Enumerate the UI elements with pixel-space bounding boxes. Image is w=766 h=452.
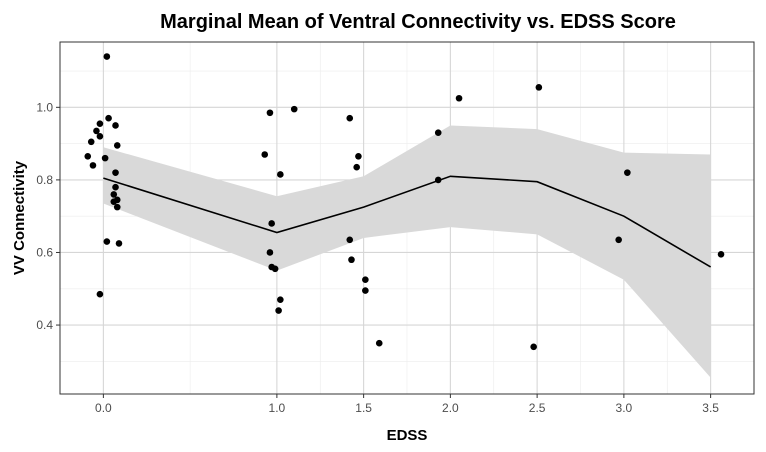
data-point	[103, 53, 111, 60]
data-point	[103, 238, 111, 245]
data-point	[89, 162, 97, 169]
data-point	[615, 236, 622, 244]
data-point	[535, 84, 543, 91]
y-axis-ticks: 0.4 0.6 0.8 1.0	[36, 100, 60, 332]
data-point	[530, 343, 537, 351]
y-tick-label: 0.4	[36, 318, 53, 332]
x-axis-title: EDSS	[387, 427, 428, 444]
data-point	[434, 176, 442, 184]
confidence-ribbon	[103, 125, 711, 378]
fit-line	[103, 175, 712, 268]
data-point	[112, 183, 119, 191]
data-point	[271, 265, 279, 273]
data-point	[268, 220, 275, 227]
x-tick-label: 2.0	[442, 401, 459, 415]
data-point	[275, 307, 282, 314]
data-point	[113, 196, 121, 204]
data-point	[375, 339, 383, 347]
data-point	[355, 153, 362, 160]
panel-border	[59, 41, 755, 395]
data-point	[96, 290, 104, 298]
data-point	[455, 94, 463, 102]
data-point	[261, 151, 269, 158]
data-point	[96, 120, 104, 127]
data-point	[348, 256, 355, 264]
x-tick-label: 0.0	[95, 401, 112, 415]
data-point	[112, 169, 119, 176]
data-point	[115, 240, 123, 247]
data-point	[353, 163, 360, 171]
data-point	[362, 276, 369, 283]
x-tick-label: 2.5	[529, 401, 546, 415]
data-point	[277, 296, 284, 303]
data-point	[434, 129, 442, 137]
data-point	[113, 142, 121, 149]
data-point	[105, 114, 112, 122]
data-point	[84, 153, 92, 160]
y-axis-title: VV Connectivity	[11, 160, 28, 275]
chart-title: Marginal Mean of Ventral Connectivity vs…	[160, 11, 676, 33]
y-tick-label: 0.8	[36, 173, 53, 187]
data-point	[346, 236, 354, 244]
data-point	[113, 203, 121, 211]
x-tick-label: 3.0	[616, 401, 633, 415]
data-point	[624, 169, 631, 176]
data-point	[96, 133, 104, 140]
data-point	[717, 250, 725, 258]
y-tick-label: 1.0	[36, 100, 53, 114]
data-point	[346, 114, 354, 122]
data-point	[101, 154, 109, 162]
x-tick-label: 1.5	[355, 401, 372, 415]
plot-panel	[59, 41, 755, 395]
data-points	[84, 53, 725, 351]
data-point	[277, 171, 284, 178]
data-point	[290, 105, 298, 113]
data-point	[362, 287, 369, 294]
data-point	[87, 138, 95, 146]
x-tick-label: 1.0	[269, 401, 286, 415]
data-point	[112, 122, 119, 129]
x-tick-label: 3.5	[702, 401, 719, 415]
data-point	[93, 127, 100, 135]
y-tick-label: 0.6	[36, 245, 53, 259]
data-point	[266, 249, 274, 256]
data-point	[110, 191, 118, 198]
x-axis-ticks: 0.0 1.0 1.5 2.0 2.5 3.0 3.5	[95, 394, 719, 415]
data-point	[266, 109, 274, 117]
